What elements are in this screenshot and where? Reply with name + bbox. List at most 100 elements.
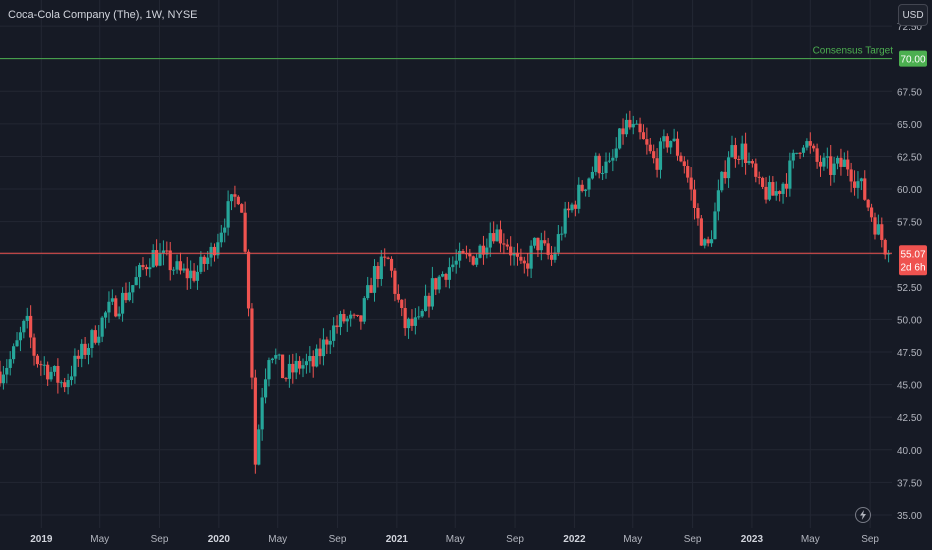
candle-body [716, 190, 720, 212]
candle-body [308, 356, 312, 362]
y-axis-tick-label: 35.00 [897, 511, 922, 522]
candle-body [151, 250, 155, 268]
candle-body [709, 239, 714, 244]
candle-body [512, 252, 516, 256]
candle-body [536, 237, 540, 251]
candle-body [73, 355, 77, 377]
candle-body [90, 330, 94, 349]
candle-body [788, 160, 792, 189]
candle-body [703, 239, 707, 246]
candle-body [713, 211, 717, 240]
candle-body [195, 271, 200, 281]
candle-body [161, 250, 166, 254]
candle-body [461, 250, 465, 254]
candle-body [458, 250, 462, 261]
candle-body [553, 252, 557, 260]
candle-body [144, 266, 148, 270]
candle-body [720, 171, 724, 191]
candle-body [471, 256, 475, 265]
candle-body [631, 123, 635, 128]
candle-body [131, 285, 135, 293]
candle-body [294, 360, 298, 373]
candle-body [509, 246, 513, 256]
candle-body [451, 264, 455, 268]
candle-body [15, 340, 19, 347]
y-axis-tick-label: 67.50 [897, 87, 922, 98]
candle-body [209, 246, 213, 258]
candle-body [345, 318, 349, 322]
candle-body [485, 247, 489, 255]
candle-body [437, 276, 441, 290]
candle-body [257, 429, 261, 465]
candle-body [505, 244, 509, 247]
candle-body [475, 257, 479, 265]
candle-body [672, 138, 676, 141]
candle-body [815, 148, 819, 162]
candle-body [199, 256, 203, 272]
candle-body [805, 141, 809, 148]
candle-body [655, 158, 659, 170]
candle-body [522, 260, 526, 264]
candle-body [372, 266, 377, 293]
candle-body [856, 181, 860, 188]
candle-body [454, 260, 458, 265]
candle-body [349, 314, 353, 319]
candle-body [107, 301, 111, 313]
candle-body [114, 298, 118, 317]
candle-body [778, 191, 782, 194]
candle-body [274, 355, 278, 359]
candle-body [12, 346, 16, 360]
y-axis-tick-label: 52.50 [897, 283, 922, 294]
currency-button[interactable]: USD [898, 4, 928, 26]
x-axis-tick-label: May [446, 534, 465, 545]
candle-body [243, 212, 247, 252]
candle-body [689, 177, 693, 190]
candle-body [822, 157, 826, 167]
candle-body [648, 144, 652, 152]
y-axis-tick-label: 40.00 [897, 446, 922, 457]
candle-body [726, 157, 731, 179]
lightning-icon[interactable] [855, 507, 871, 523]
candle-body [97, 336, 101, 343]
candle-body [335, 325, 339, 328]
candle-body [277, 354, 281, 356]
y-axis-tick-label: 50.00 [897, 315, 922, 326]
candle-body [635, 123, 639, 125]
candle-body [66, 380, 70, 388]
candle-body [216, 242, 220, 256]
candle-body [669, 140, 673, 148]
candle-body [46, 364, 50, 380]
candle-body [287, 363, 291, 379]
consensus-target-value: 70.00 [900, 55, 925, 66]
candle-body [886, 253, 891, 255]
candle-body [761, 177, 765, 187]
candle-body [791, 152, 795, 161]
candle-body [621, 128, 625, 135]
x-axis-tick-label: Sep [684, 534, 702, 545]
y-axis-tick-label: 37.50 [897, 478, 922, 489]
candle-body [590, 171, 594, 179]
candle-body [396, 293, 400, 300]
candle-body [318, 348, 322, 357]
candle-body [601, 173, 605, 175]
x-axis-tick-label: 2019 [30, 534, 53, 545]
candle-body [570, 204, 574, 211]
candle-body [148, 267, 152, 270]
x-axis-tick-label: May [268, 534, 287, 545]
candle-body [315, 348, 319, 367]
candle-body [137, 265, 142, 278]
candle-body [406, 318, 411, 329]
candle-body [849, 169, 853, 182]
candle-body [413, 317, 417, 326]
candle-body [69, 376, 74, 381]
candle-body [679, 155, 683, 162]
candle-body [624, 119, 629, 135]
candle-body [750, 161, 755, 164]
candle-body [835, 157, 840, 164]
y-axis-tick-label: 65.00 [897, 120, 922, 131]
candle-body [260, 397, 264, 430]
candle-body [389, 258, 394, 271]
candle-body [120, 292, 125, 314]
x-axis-tick-label: May [801, 534, 820, 545]
